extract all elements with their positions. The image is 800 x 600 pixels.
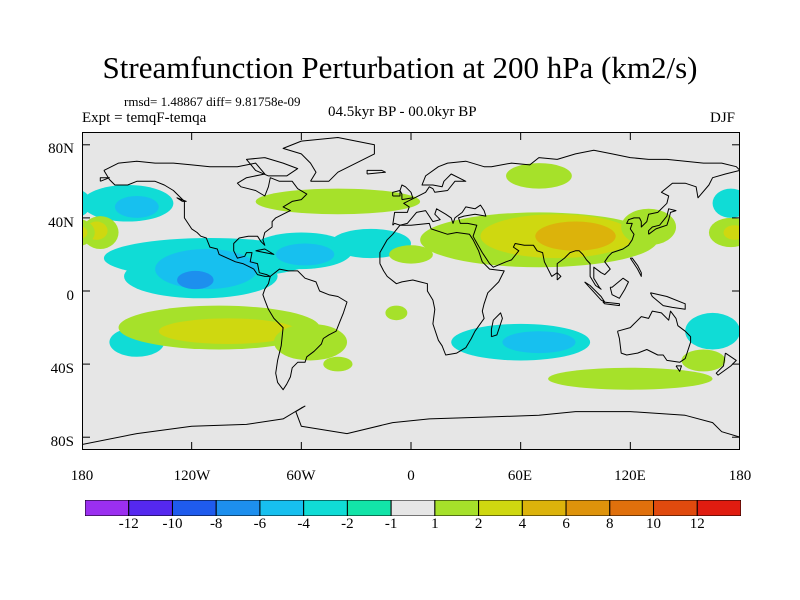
coastline — [82, 405, 740, 445]
stats-text: rmsd= 1.48867 diff= 9.81758e-09 — [124, 94, 301, 109]
field-layer — [82, 163, 740, 390]
x-tick-180e: 180 — [728, 468, 752, 484]
season-label: DJF — [710, 110, 736, 126]
chart-title: Streamfunction Perturbation at 200 hPa (… — [102, 50, 698, 85]
coastline — [176, 197, 187, 202]
field-patch — [385, 305, 408, 321]
field-patch — [273, 323, 348, 361]
x-tick-60e: 60E — [507, 468, 533, 484]
field-patch — [723, 225, 740, 240]
field-patch — [506, 163, 572, 189]
coastline — [490, 312, 503, 338]
coastline — [629, 257, 642, 277]
colorbar-box — [171, 500, 217, 516]
coastline — [584, 281, 606, 303]
colorbar-label: 4 — [518, 516, 527, 532]
field-patch — [681, 349, 726, 372]
experiment-label: Expt = temqF-temqa — [82, 110, 207, 126]
coastline — [99, 177, 110, 182]
field-patch — [548, 367, 713, 390]
field-patch — [255, 188, 421, 215]
colorbar-box — [259, 500, 305, 516]
field-patch — [82, 219, 95, 246]
colorbar-label: -1 — [384, 516, 398, 532]
coastline — [379, 222, 505, 356]
colorbar-label: 10 — [646, 516, 662, 532]
colorbar-box — [565, 500, 611, 516]
colorbar-label: 2 — [474, 516, 483, 532]
field-patch — [114, 195, 159, 218]
colorbar-box — [215, 500, 261, 516]
coastline — [399, 184, 414, 201]
coastline — [715, 352, 737, 376]
coastline — [649, 292, 686, 310]
colorbar-box — [653, 500, 698, 516]
colorbar-box — [696, 500, 741, 516]
colorbar-box — [85, 500, 130, 516]
coastline — [648, 208, 677, 235]
field-patch — [82, 226, 88, 239]
period-label: 04.5kyr BP - 00.0kyr BP — [328, 104, 477, 120]
coastline — [609, 277, 629, 299]
y-tick-80n: 80N — [48, 141, 74, 157]
field-patch — [535, 221, 616, 251]
colorbar-box — [521, 500, 567, 516]
coastline — [617, 310, 692, 363]
field-patch — [712, 188, 740, 218]
colorbar-label: -8 — [209, 516, 223, 532]
colorbar-label: -6 — [253, 516, 267, 532]
field-patch — [502, 331, 576, 354]
y-tick-40s: 40S — [50, 361, 74, 377]
coastline — [392, 190, 401, 197]
coastline — [246, 157, 299, 177]
colorbar-label: -12 — [118, 516, 139, 532]
coastline — [103, 160, 308, 277]
field-patch — [389, 245, 433, 264]
x-tick-120e: 120E — [614, 468, 646, 484]
colorbar-label: 8 — [606, 516, 614, 532]
field-patch — [82, 190, 92, 216]
colorbar-box — [390, 500, 436, 516]
field-patch — [685, 312, 740, 350]
colorbar-box — [478, 500, 523, 516]
colorbar — [85, 500, 741, 516]
field-patch — [158, 318, 298, 344]
coastline — [392, 149, 740, 290]
coastline — [556, 272, 562, 281]
colorbar-label: 1 — [431, 516, 439, 532]
coastline — [366, 169, 386, 175]
colorbar-label: -10 — [162, 516, 183, 532]
y-tick-0: 0 — [66, 288, 75, 304]
tick-marks — [82, 132, 740, 450]
colorbar-box — [609, 500, 655, 516]
y-tick-40n: 40N — [48, 215, 74, 231]
colorbar-label: 12 — [689, 516, 705, 532]
colorbar-box — [128, 500, 173, 516]
coastline — [282, 137, 375, 182]
coastline — [262, 268, 348, 391]
field-patch — [177, 270, 214, 290]
coastline-layer — [82, 137, 740, 445]
x-tick-0: 0 — [407, 468, 415, 484]
colorbar-label: -4 — [297, 516, 310, 532]
colorbar-box — [346, 500, 392, 516]
x-tick-60w: 60W — [286, 468, 316, 484]
field-patch — [275, 243, 335, 266]
coastline — [675, 365, 682, 372]
colorbar-label: -2 — [341, 516, 354, 532]
coastline — [255, 248, 275, 255]
colorbar-box — [303, 500, 348, 516]
x-tick-180w: 180 — [70, 468, 94, 484]
field-patch — [323, 356, 353, 372]
colorbar-box — [434, 500, 480, 516]
colorbar-label: 6 — [562, 516, 570, 532]
y-tick-80s: 80S — [50, 434, 74, 450]
map-panel — [82, 132, 740, 450]
coastline — [602, 301, 620, 307]
x-tick-120w: 120W — [173, 468, 211, 484]
